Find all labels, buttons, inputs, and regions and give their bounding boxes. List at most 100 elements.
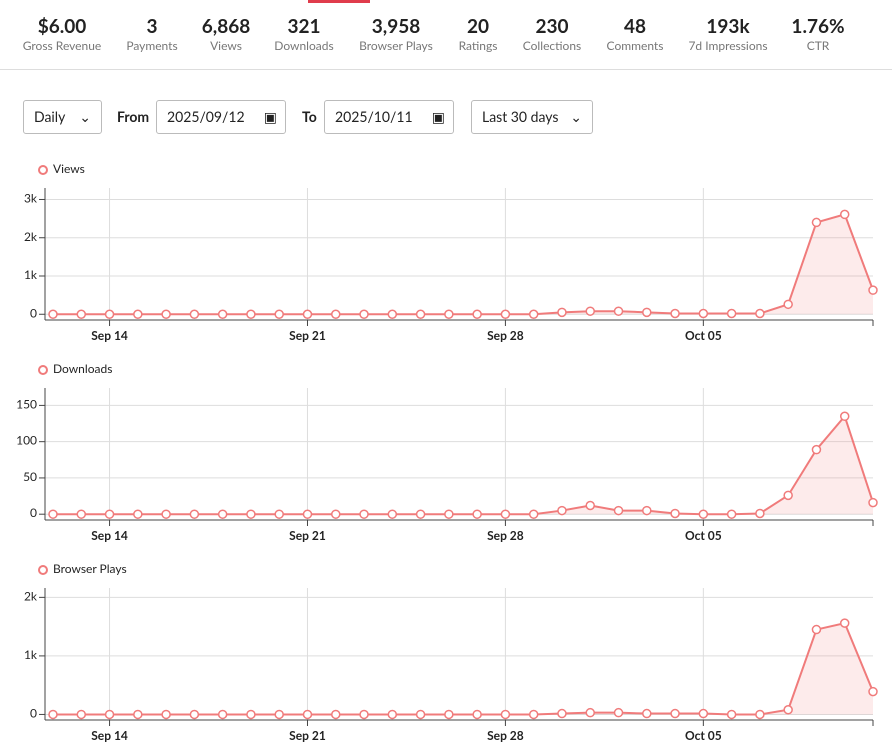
stat-value: 1.76% (791, 15, 845, 38)
point (613, 306, 624, 316)
point (48, 709, 58, 720)
x-tick-label: Sep 14 (91, 528, 128, 543)
to-date-input[interactable]: 2025/10/11 ▣ (324, 100, 454, 134)
y-tick-label: 1k (24, 267, 38, 282)
stat: 3,958 Browser Plays (341, 16, 451, 54)
stat-value: 3 (146, 15, 158, 38)
stat-label: Ratings (458, 38, 498, 53)
point (726, 509, 737, 519)
point (783, 490, 793, 501)
separator (0, 69, 892, 70)
area (53, 214, 873, 315)
point (613, 505, 624, 516)
x-tick-label: Sep 21 (289, 728, 326, 743)
stat: $6.00 Gross Revenue (7, 16, 117, 54)
point (415, 709, 426, 720)
point (755, 508, 765, 519)
stat-value: $6.00 (37, 15, 87, 38)
x-tick-label: Sep 28 (487, 728, 524, 743)
point (331, 709, 341, 720)
stat-value: 3,958 (371, 15, 421, 38)
point (76, 709, 87, 720)
point (217, 709, 228, 720)
interval-select[interactable]: Daily ⌄ (23, 100, 102, 134)
x-tick-label: Sep 21 (289, 328, 326, 343)
range-text: Last 30 days (482, 108, 559, 125)
legend-marker (38, 365, 48, 375)
point (387, 709, 398, 720)
y-tick-label: 50 (23, 469, 37, 484)
x-tick-label: Sep 14 (91, 328, 128, 343)
point (246, 309, 256, 320)
range-select[interactable]: Last 30 days ⌄ (471, 100, 593, 134)
point (161, 709, 171, 720)
point (472, 509, 482, 519)
stat-label: CTR (806, 38, 830, 53)
point (500, 309, 511, 320)
line (53, 621, 874, 716)
stat-value: 48 (623, 15, 647, 38)
point (585, 306, 595, 316)
point (811, 217, 822, 228)
point (528, 709, 539, 720)
point (868, 497, 878, 508)
x-tick-label: Oct 05 (685, 728, 722, 743)
point (189, 309, 200, 320)
from-date-text: 2025/09/12 (167, 108, 245, 125)
to-label: To (302, 108, 317, 125)
charts: Views Sep 14 Sep 21 Sep 28 Oct 05 0 1k 2k 3k Down… (16, 161, 878, 743)
x-tick-label: Oct 05 (685, 328, 722, 343)
point (839, 411, 850, 422)
point (557, 307, 567, 318)
stat-value: 193k (706, 15, 750, 38)
point (104, 509, 115, 519)
point (698, 308, 709, 319)
stat: 3 Payments (97, 16, 207, 54)
point (585, 500, 595, 511)
x-tick-label: Sep 21 (289, 528, 326, 543)
stat: 1.76% CTR (763, 16, 873, 54)
stat: 48 Comments (580, 16, 690, 54)
point (557, 505, 567, 516)
point (444, 709, 454, 720)
stat-label: Payments (126, 38, 178, 53)
to-date-text: 2025/10/11 (335, 108, 413, 125)
point (868, 686, 878, 697)
y-tick-label: 2k (24, 588, 38, 603)
interval-text: Daily (34, 108, 66, 125)
x-tick-label: Sep 14 (91, 728, 128, 743)
point (500, 709, 511, 720)
point (839, 618, 850, 628)
x-tick-label: Sep 28 (487, 528, 524, 543)
point (670, 308, 680, 319)
stat-label: Collections (522, 38, 582, 53)
point (698, 708, 709, 719)
point (811, 624, 822, 635)
point (642, 505, 652, 516)
area (53, 416, 873, 515)
from-date-input[interactable]: 2025/09/12 ▣ (156, 100, 286, 134)
point (189, 509, 200, 519)
point (133, 309, 143, 320)
stat-value: 6,868 (201, 15, 251, 38)
point (500, 509, 511, 519)
point (726, 709, 737, 720)
point (444, 509, 454, 519)
point (528, 309, 539, 320)
point (670, 708, 680, 719)
y-tick-label: 2k (24, 229, 38, 244)
point (472, 709, 482, 720)
point (755, 308, 765, 319)
point (472, 309, 482, 320)
legend-label: Downloads (53, 361, 112, 376)
line (53, 414, 874, 516)
point (359, 709, 369, 720)
from-label: From (117, 108, 150, 125)
point (726, 308, 737, 319)
stat: 321 Downloads (249, 16, 359, 54)
point (868, 285, 878, 295)
active-tab-indicator (308, 0, 370, 3)
point (331, 309, 341, 320)
point (444, 309, 454, 320)
point (302, 309, 313, 320)
